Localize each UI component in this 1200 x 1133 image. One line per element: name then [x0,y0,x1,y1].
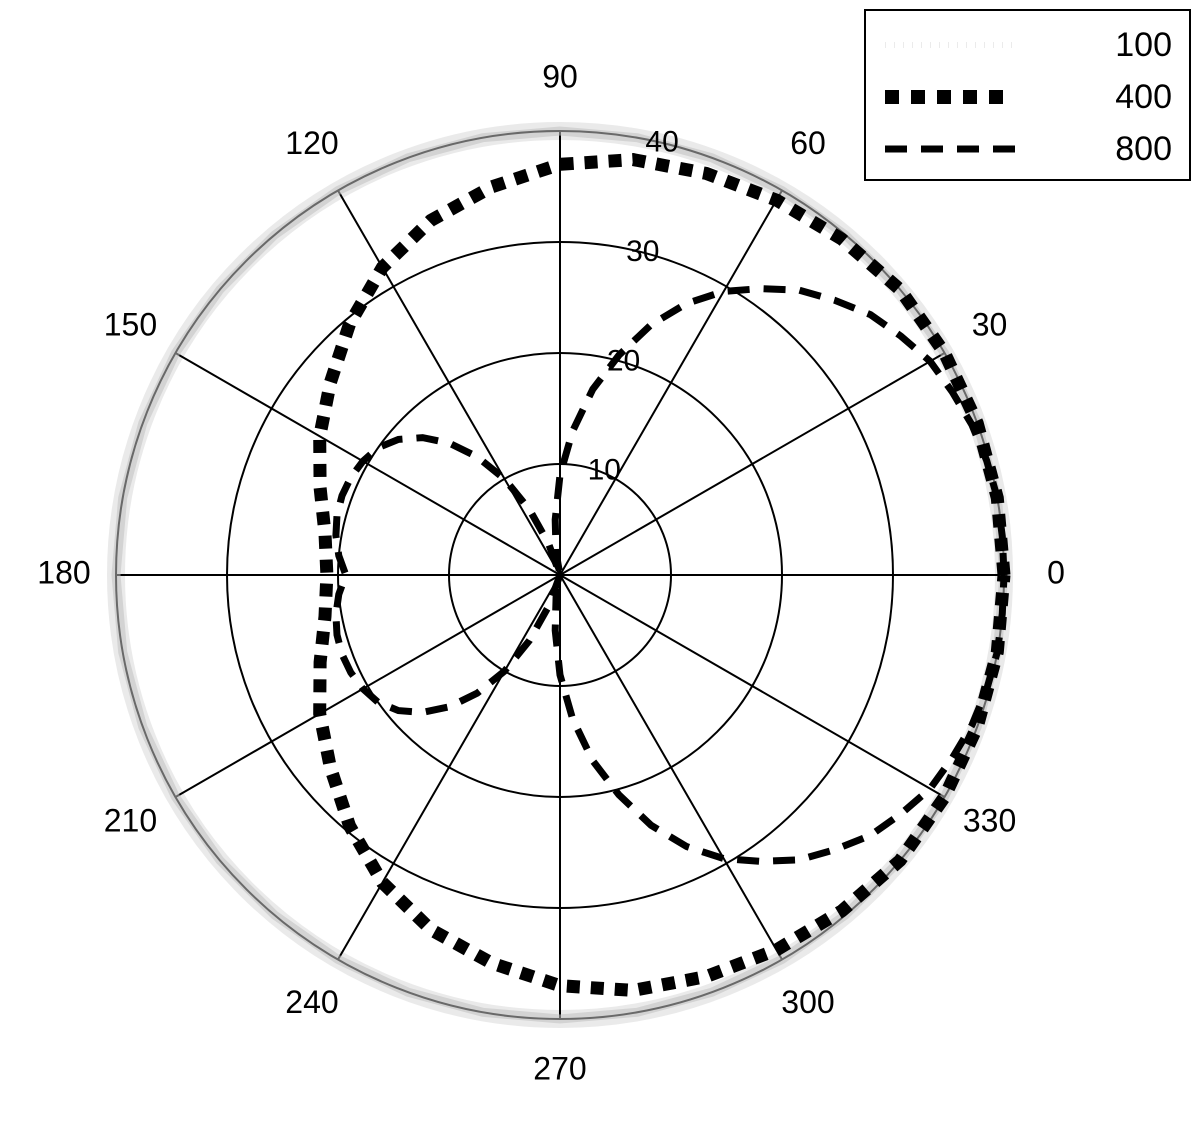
angle-label-300: 300 [781,984,834,1020]
angle-label-0: 0 [1047,554,1065,590]
angle-label-180: 180 [37,554,90,590]
angle-label-270: 270 [533,1050,586,1086]
radial-label-20: 20 [607,344,640,377]
legend: 100 400 800 [865,10,1190,180]
angle-label-90: 90 [542,58,578,94]
legend-label-400: 400 [1115,78,1172,116]
grid-spoke-120 [338,190,560,575]
grid-spoke-240 [338,575,560,960]
grid-spoke-150 [175,353,560,575]
angle-label-60: 60 [790,125,826,161]
angle-label-240: 240 [285,984,338,1020]
radial-label-10: 10 [588,454,621,487]
angle-label-120: 120 [285,125,338,161]
legend-label-800: 800 [1115,130,1172,168]
grid-spoke-210 [175,575,560,797]
angle-label-150: 150 [104,306,157,342]
angle-label-330: 330 [963,802,1016,838]
grid-spoke-300 [560,575,782,960]
legend-label-100: 100 [1115,26,1172,64]
polar-chart-svg: 0 30 60 90 120 150 180 210 240 270 300 330 10 20 30 40 1… [0,0,1200,1133]
angle-label-30: 30 [972,306,1008,342]
radial-label-30: 30 [626,235,659,268]
radial-label-40: 40 [645,126,678,159]
polar-chart-container: 0 30 60 90 120 150 180 210 240 270 300 330 10 20 30 40 1… [0,0,1200,1133]
angle-label-210: 210 [104,802,157,838]
grid-spoke-60 [560,190,782,575]
grid-spoke-330 [560,575,945,797]
